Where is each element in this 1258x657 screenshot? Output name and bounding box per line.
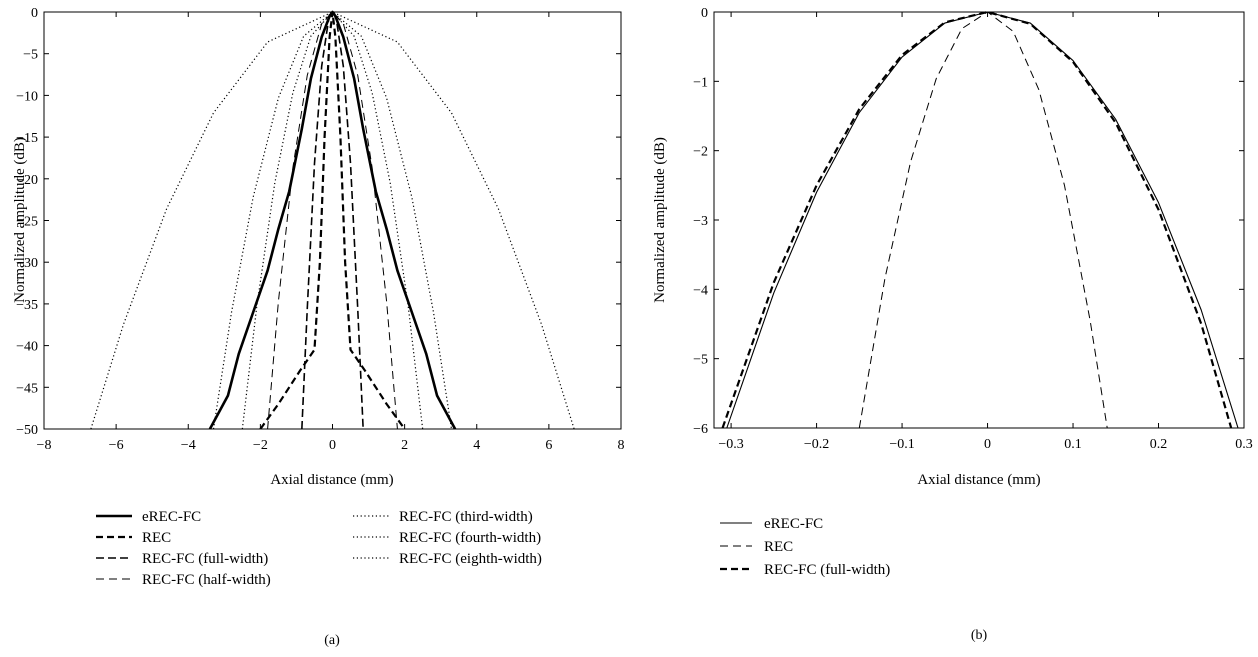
panel-a-y-tick-label: −20 — [16, 173, 38, 188]
panel-a-series-rec-fc-half-width — [267, 11, 398, 430]
panel-a-caption: (a) — [324, 633, 340, 648]
panel-b-x-ticks: −0.3 −0.2 −0.1 0 0.1 0.2 0.3 — [718, 12, 1253, 452]
panel-a-y-tick-label: −50 — [16, 423, 38, 438]
panel-a-legend-label-erec-fc: eREC-FC — [142, 509, 201, 525]
panel-b-y-tick-label: 0 — [701, 6, 708, 21]
panel-b-x-tick-label: −0.3 — [718, 437, 743, 452]
panel-b-series-rec-fc-full-width — [721, 10, 1233, 429]
panel-a-y-tick-label: −15 — [16, 131, 38, 146]
panel-a-x-tick-label: −6 — [109, 438, 124, 453]
panel-b-curves — [721, 10, 1239, 429]
panel-a-y-tick-label: −5 — [23, 48, 38, 63]
panel-a-x-tick-label: 8 — [618, 438, 625, 453]
panel-b-x-tick-label: 0.1 — [1064, 437, 1082, 452]
panel-a-series-rec-fc-fourth-width — [212, 11, 453, 430]
panel-a-series-rec-fc-third-width — [241, 11, 424, 430]
panel-a-y-tick-label: −35 — [16, 298, 38, 313]
panel-b-series-rec — [858, 11, 1108, 429]
panel-a-x-ticks: −8 −6 −4 −2 0 2 4 6 8 — [37, 12, 625, 453]
panel-b-x-axis-label: Axial distance (mm) — [917, 472, 1040, 488]
panel-b-y-tick-label: −1 — [693, 75, 708, 90]
panel-a-legend-label-rec-fc-fourth-width: REC-FC (fourth-width) — [399, 530, 541, 546]
panel-a-x-tick-label: −2 — [253, 438, 268, 453]
panel-b-frame — [713, 11, 1245, 429]
panel-b-y-tick-label: −6 — [693, 422, 708, 437]
panel-a-y-ticks: 0 −5 −10 −15 −20 −25 −30 −35 −40 −45 −50 — [16, 6, 621, 438]
panel-a-legend-label-rec-fc-third-width: REC-FC (third-width) — [399, 509, 533, 525]
panel-a-y-tick-label: −40 — [16, 340, 38, 355]
panel-b-x-tick-label: −0.1 — [889, 437, 914, 452]
panel-a-legend-label-rec-fc-full-width: REC-FC (full-width) — [142, 551, 268, 567]
panel-a-x-tick-label: 2 — [401, 438, 408, 453]
panel-a-legend-label-rec-fc-eighth-width: REC-FC (eighth-width) — [399, 551, 542, 567]
panel-b-x-tick-label: 0 — [984, 437, 991, 452]
panel-b-caption: (b) — [971, 628, 988, 643]
panel-a-curves — [90, 10, 575, 430]
panel-b-legend-label-rec-fc-full-width: REC-FC (full-width) — [764, 562, 890, 578]
panel-b-y-tick-label: −4 — [693, 283, 708, 298]
panel-a-legend-label-rec: REC — [142, 530, 171, 546]
panel-a-series-rec-fc-full-width — [301, 11, 364, 430]
panel-b-y-tick-label: −5 — [693, 353, 708, 368]
panel-b-y-tick-label: −2 — [693, 145, 708, 160]
panel-a-y-tick-label: −45 — [16, 381, 38, 396]
panel-b-y-tick-label: −3 — [693, 214, 708, 229]
panel-a-series-erec-fc — [208, 10, 457, 430]
panel-a-x-axis-label: Axial distance (mm) — [270, 472, 393, 488]
panel-b-legend: eREC-FC REC REC-FC (full-width) — [720, 516, 890, 578]
panel-a-x-tick-label: 6 — [545, 438, 552, 453]
panel-a-legend: eREC-FC REC REC-FC (full-width) REC-FC (hal… — [96, 509, 542, 588]
panel-a-x-tick-label: −8 — [37, 438, 52, 453]
panel-a-x-tick-label: 4 — [473, 438, 480, 453]
panel-a-frame — [43, 11, 622, 430]
panel-b-legend-label-rec: REC — [764, 539, 793, 555]
panel-a-y-tick-label: 0 — [31, 6, 38, 21]
panel-a-y-tick-label: −10 — [16, 89, 38, 104]
panel-a-y-tick-label: −30 — [16, 256, 38, 271]
panel-b-x-tick-label: 0.3 — [1235, 437, 1253, 452]
panel-a-legend-label-rec-fc-half-width: REC-FC (half-width) — [142, 572, 271, 588]
panel-b-x-tick-label: 0.2 — [1150, 437, 1168, 452]
panel-a-y-axis-label: Normalized amplitude (dB) — [12, 137, 28, 303]
panel-a-y-tick-label: −25 — [16, 215, 38, 230]
panel-b: −0.3 −0.2 −0.1 0 0.1 0.2 0.3 0 −1 −2 −3 −4 −5 −6 Axi… — [652, 6, 1253, 643]
panel-a-x-tick-label: −4 — [181, 438, 196, 453]
panel-b-x-tick-label: −0.2 — [804, 437, 829, 452]
panel-b-legend-label-erec-fc: eREC-FC — [764, 516, 823, 532]
panel-b-y-ticks: 0 −1 −2 −3 −4 −5 −6 — [693, 6, 1244, 437]
panel-a: −8 −6 −4 −2 0 2 4 6 8 0−5−10−15−20−25−30−35−40−4… — [12, 6, 625, 648]
panel-a-series-rec-fc-eighth-width — [90, 11, 575, 430]
panel-a-x-tick-label: 0 — [329, 438, 336, 453]
panel-b-y-axis-label: Normalized amplitude (dB) — [652, 137, 668, 303]
